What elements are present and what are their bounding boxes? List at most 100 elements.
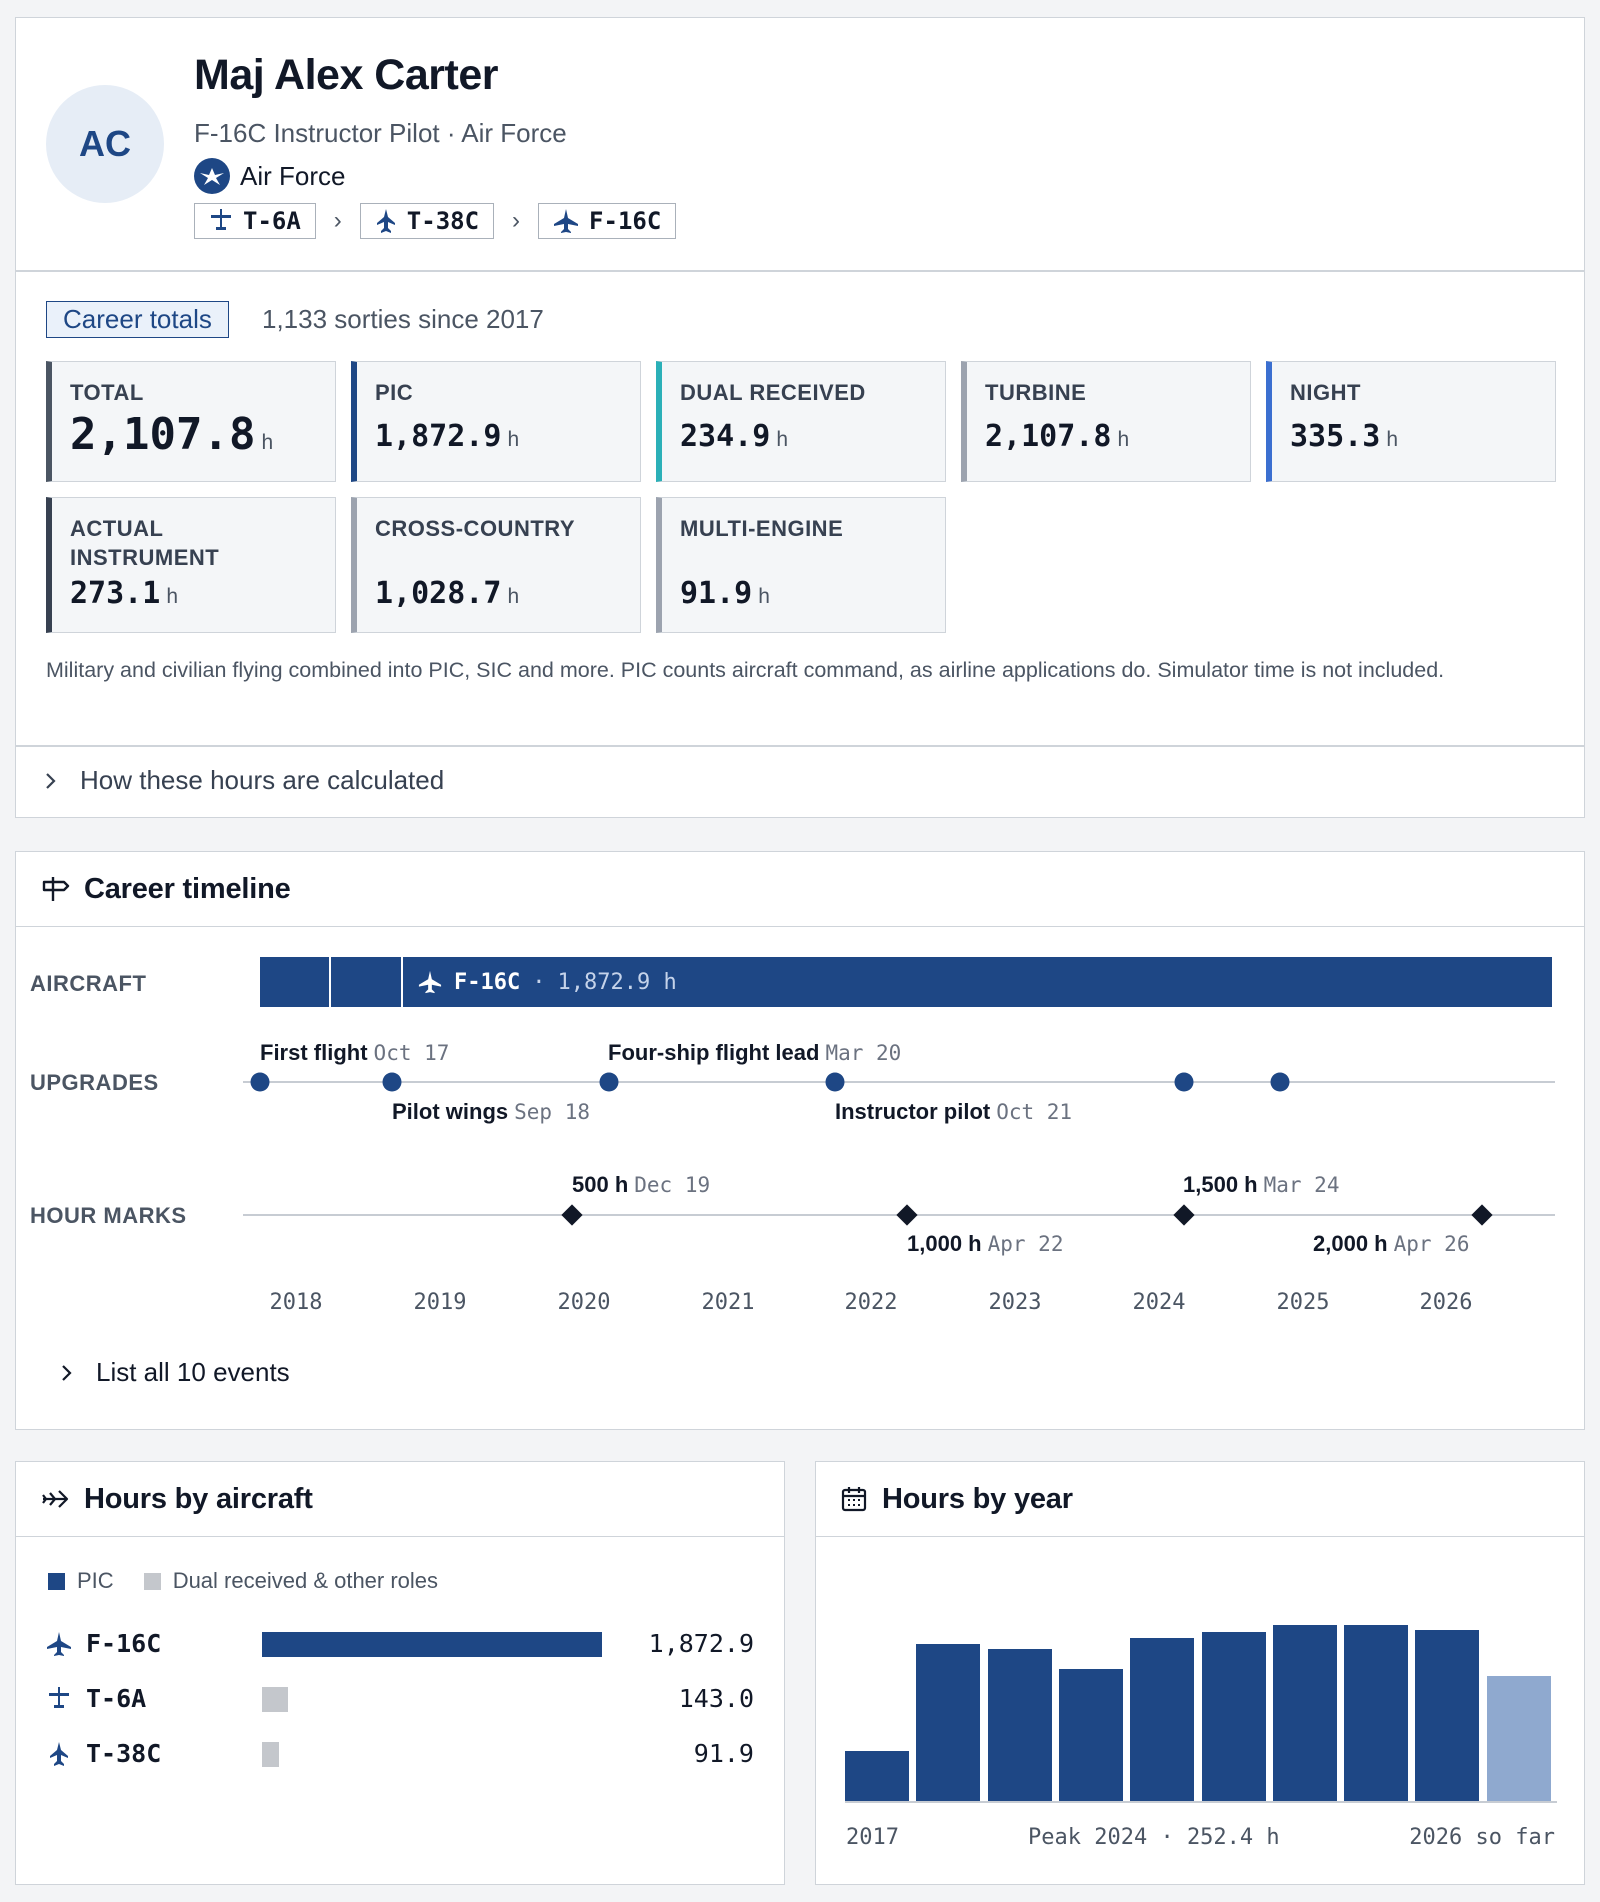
stat-value: 335.3 h bbox=[1290, 419, 1398, 454]
stat-label: TOTAL bbox=[70, 380, 144, 405]
stat-value: 1,872.9 h bbox=[375, 419, 520, 454]
stat-dual-received: DUAL RECEIVED 234.9 h bbox=[656, 361, 946, 482]
year-bar-2017[interactable] bbox=[845, 1751, 909, 1801]
aircraft-chip-label: F-16C bbox=[589, 207, 662, 235]
page-title: Maj Alex Carter bbox=[194, 51, 498, 99]
aircraft-bar[interactable] bbox=[262, 1632, 602, 1657]
stat-total: TOTAL 2,107.8 h bbox=[46, 361, 336, 482]
aircraft-hours: 1,872.9 bbox=[648, 1629, 754, 1658]
aircraft-chip-label: T-38C bbox=[406, 207, 480, 235]
hour-mark-event: 2,000 h Apr 26 bbox=[1313, 1231, 1470, 1256]
year-bar-2022[interactable] bbox=[1202, 1632, 1266, 1801]
card-title: Hours by year bbox=[882, 1482, 1073, 1515]
upgrade-marker[interactable] bbox=[1174, 1072, 1194, 1092]
hours-by-aircraft-card: Hours by aircraft PIC Dual received & ot… bbox=[15, 1461, 785, 1885]
stat-turbine: TURBINE 2,107.8 h bbox=[961, 361, 1251, 482]
timeline-segment-f16c[interactable] bbox=[403, 957, 1552, 1007]
hours-by-year-card: Hours by year 2017 Peak 2024 · 252.4 h 2… bbox=[815, 1461, 1585, 1885]
fighter-jet-icon bbox=[47, 1631, 71, 1656]
branch-row: Air Force bbox=[194, 158, 345, 194]
aircraft-name: T-38C bbox=[86, 1739, 162, 1768]
aircraft-row-label: AIRCRAFT bbox=[30, 971, 147, 996]
card-title: Career timeline bbox=[84, 872, 291, 905]
branch-label: Air Force bbox=[240, 160, 346, 191]
year-tick: 2024 bbox=[1132, 1290, 1186, 1315]
prop-plane-icon bbox=[49, 1686, 69, 1708]
aircraft-progression: T-6A › T-38C › F-16C bbox=[194, 203, 677, 239]
year-bar-2025[interactable] bbox=[1415, 1630, 1479, 1801]
aircraft-bar[interactable] bbox=[262, 1687, 288, 1712]
year-tick: 2023 bbox=[988, 1290, 1042, 1315]
divider bbox=[16, 270, 1584, 272]
stat-value: 273.1 h bbox=[70, 576, 178, 611]
chevron-right-icon bbox=[46, 772, 56, 789]
signpost-icon bbox=[42, 877, 70, 901]
career-totals-badge: Career totals bbox=[46, 301, 229, 338]
hour-mark-event: 1,500 h Mar 24 bbox=[1183, 1172, 1340, 1197]
year-bar-2021[interactable] bbox=[1130, 1638, 1194, 1801]
upgrade-event: Instructor pilot Oct 21 bbox=[835, 1099, 1073, 1124]
timeline-segment-label: F-16C · 1,872.9 h bbox=[418, 957, 677, 1007]
aircraft-hours: 91.9 bbox=[693, 1739, 754, 1768]
stat-pic: PIC 1,872.9 h bbox=[351, 361, 641, 482]
stat-cross-country: CROSS-COUNTRY 1,028.7 h bbox=[351, 497, 641, 633]
card-header: Career timeline bbox=[16, 852, 1584, 927]
aircraft-chip-label: T-6A bbox=[243, 207, 301, 235]
year-tick: 2018 bbox=[269, 1290, 323, 1315]
year-bar-2018[interactable] bbox=[916, 1644, 980, 1801]
card-title: Hours by aircraft bbox=[84, 1482, 313, 1515]
career-timeline-card: Career timeline bbox=[15, 851, 1585, 1430]
upgrade-marker[interactable] bbox=[250, 1072, 270, 1092]
aircraft-row-f16c: F-16C bbox=[46, 1629, 161, 1658]
hour-mark-event: 500 h Dec 19 bbox=[572, 1172, 711, 1197]
stat-night: NIGHT 335.3 h bbox=[1266, 361, 1556, 482]
upgrade-marker[interactable] bbox=[825, 1072, 845, 1092]
aircraft-row-t38c: T-38C bbox=[46, 1739, 161, 1768]
aircraft-bar[interactable] bbox=[262, 1742, 279, 1767]
legend-swatch-pic bbox=[48, 1572, 65, 1590]
timeline-segment-t6a[interactable] bbox=[260, 957, 329, 1007]
axis-end-label: 2026 so far bbox=[1409, 1825, 1555, 1850]
year-tick: 2020 bbox=[557, 1290, 611, 1315]
year-tick: 2019 bbox=[413, 1290, 467, 1315]
upgrade-marker[interactable] bbox=[1270, 1072, 1290, 1092]
list-all-events-toggle[interactable]: List all 10 events bbox=[60, 1357, 290, 1388]
hour-mark-event: 1,000 h Apr 22 bbox=[907, 1231, 1064, 1256]
timeline-segment-t38c[interactable] bbox=[331, 957, 401, 1007]
year-bar-2026[interactable] bbox=[1487, 1676, 1551, 1801]
year-bar-2023[interactable] bbox=[1273, 1625, 1337, 1801]
peak-label: Peak 2024 · 252.4 h bbox=[1028, 1825, 1280, 1850]
upgrade-marker[interactable] bbox=[382, 1072, 402, 1092]
upgrade-marker[interactable] bbox=[599, 1072, 619, 1092]
upgrades-row-label: UPGRADES bbox=[30, 1070, 159, 1095]
year-bar-2024[interactable] bbox=[1344, 1625, 1408, 1801]
upgrade-event: Pilot wings Sep 18 bbox=[392, 1099, 590, 1124]
chevron-right-icon: › bbox=[333, 207, 342, 234]
stat-value: 1,028.7 h bbox=[375, 576, 520, 611]
stat-actual-instrument: ACTUAL INSTRUMENT 273.1 h bbox=[46, 497, 336, 633]
aircraft-chip-f16c: F-16C bbox=[538, 203, 677, 239]
year-tick: 2022 bbox=[844, 1290, 898, 1315]
aircraft-chip-t38c: T-38C bbox=[359, 203, 495, 239]
profile-subtitle: F-16C Instructor Pilot · Air Force bbox=[194, 118, 567, 148]
aircraft-chip-t6a: T-6A bbox=[194, 203, 316, 239]
calendar-icon bbox=[841, 1487, 867, 1512]
aircraft-name: T-6A bbox=[86, 1684, 147, 1713]
year-bar-2019[interactable] bbox=[988, 1649, 1052, 1801]
year-bar-2020[interactable] bbox=[1059, 1669, 1123, 1801]
stat-label: MULTI-ENGINE bbox=[680, 516, 844, 541]
stat-multi-engine: MULTI-ENGINE 91.9 h bbox=[656, 497, 946, 633]
air-force-seal-icon bbox=[194, 158, 230, 194]
stat-value: 2,107.8 h bbox=[70, 409, 274, 460]
how-calculated-toggle[interactable]: How these hours are calculated bbox=[44, 765, 444, 796]
stat-label: NIGHT bbox=[1290, 380, 1361, 405]
axis-start-label: 2017 bbox=[846, 1825, 899, 1850]
stat-value: 91.9 h bbox=[680, 576, 770, 611]
upgrade-event: Four-ship flight lead Mar 20 bbox=[608, 1040, 902, 1065]
chart-legend: PIC Dual received & other roles bbox=[48, 1568, 438, 1594]
legend-label: PIC bbox=[77, 1568, 114, 1593]
hour-marks-row-label: HOUR MARKS bbox=[30, 1203, 187, 1228]
aircraft-row-t6a: T-6A bbox=[46, 1684, 146, 1713]
stat-label: TURBINE bbox=[985, 380, 1087, 405]
year-tick: 2026 bbox=[1419, 1290, 1473, 1315]
